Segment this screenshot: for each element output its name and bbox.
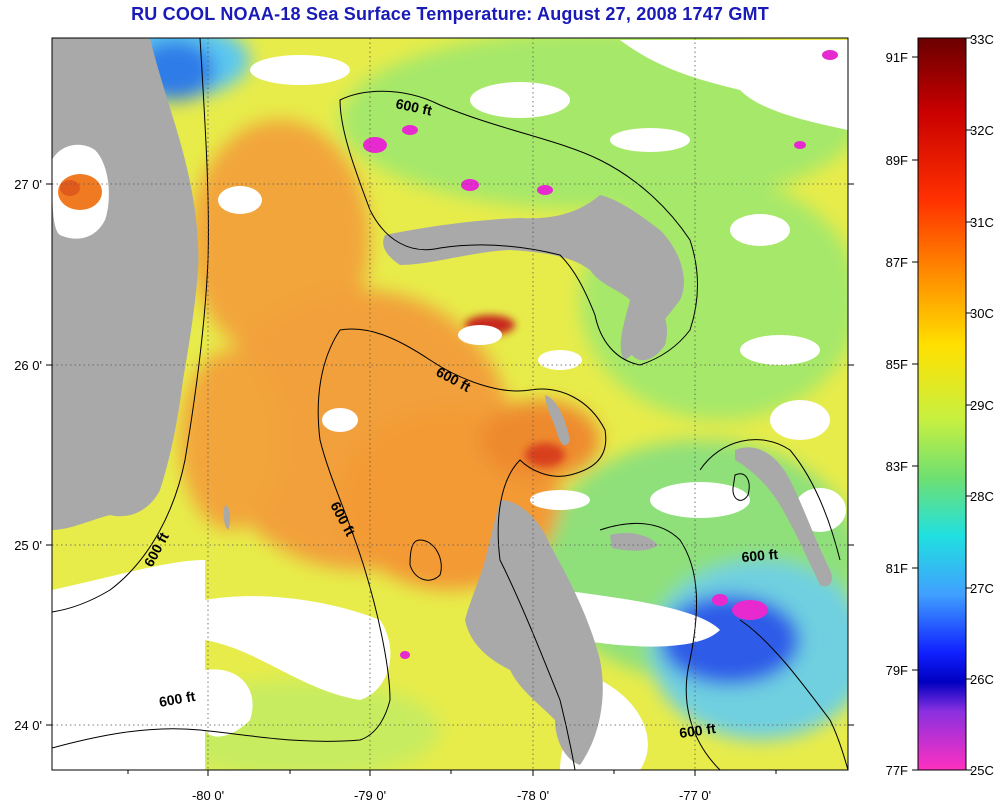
contour-label: 600 ft [678,720,717,741]
lat-tick-label: 24 0' [14,718,42,733]
berry-islands [545,395,570,446]
andros-island [465,500,603,765]
graticule [52,38,848,770]
isobath-contours [52,38,848,770]
map-frame [51,37,849,771]
axis-ticks [46,183,854,776]
abaco-south [630,300,668,361]
latitude-labels: 27 0' 26 0' 25 0' 24 0' [14,177,42,733]
contour-label: 600 ft [394,95,433,118]
cloud-mask [52,40,848,770]
lat-tick-label: 27 0' [14,177,42,192]
contour-label: 600 ft [158,688,197,710]
lon-tick-label: -77 0' [679,788,711,803]
bimini [223,505,231,530]
map-title: RU COOL NOAA-18 Sea Surface Temperature:… [131,4,769,24]
eleuthera-island [735,447,832,587]
lon-tick-label: -80 0' [192,788,224,803]
contour-label: 600 ft [741,546,779,565]
lat-tick-label: 26 0' [14,358,42,373]
longitude-labels: -80 0' -79 0' -78 0' -77 0' [192,788,711,803]
lat-tick-label: 25 0' [14,538,42,553]
grand-bahama-island [383,195,684,360]
lon-tick-label: -78 0' [517,788,549,803]
map-area [52,38,848,770]
lon-tick-label: -79 0' [354,788,386,803]
new-providence-island [610,533,658,551]
cold-pixels [363,50,838,659]
